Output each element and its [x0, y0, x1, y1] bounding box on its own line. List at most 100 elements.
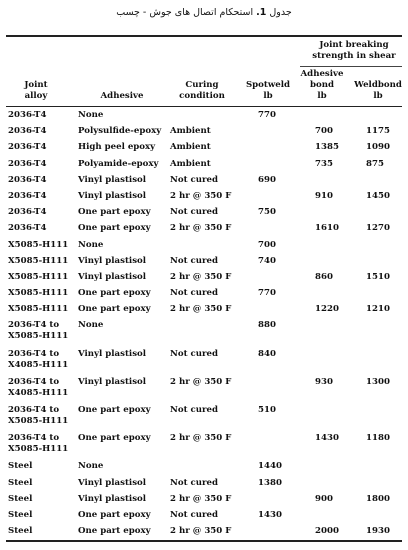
cell-weldbond: 1300: [366, 377, 390, 388]
cell-adhesive: One part epoxy: [78, 433, 151, 444]
table-row: 2036-T4 to X5085-H111 One part epoxy 2 hr @…: [0, 430, 408, 458]
cell-curing: Ambient: [170, 126, 211, 137]
table-row: Steel None 1440: [0, 458, 408, 474]
cell-alloy: 2036-T4 to: [8, 433, 59, 444]
table-row: 2036-T4 to X4085-H111 Vinyl plastisol Not c…: [0, 346, 408, 374]
cell-curing: 2 hr @ 350 F: [170, 191, 231, 202]
cell-alloy: 2036-T4: [8, 159, 46, 170]
cell-curing: Not cured: [170, 207, 218, 218]
cell-curing: 2 hr @ 350 F: [170, 304, 231, 315]
table-row: Steel One part epoxy Not cured 1430: [0, 507, 408, 523]
table-row: X5085-H111 Vinyl plastisol Not cured 740: [0, 253, 408, 269]
cell-adhesive-bond: 860: [315, 272, 333, 283]
header-line: lb: [240, 91, 296, 102]
cell-curing: Not cured: [170, 256, 218, 267]
cell-spotweld: 840: [258, 349, 276, 360]
cell-weldbond: 1450: [366, 191, 390, 202]
group-header-joint-strength: Joint breaking strength in shear: [300, 40, 408, 62]
cell-alloy: X4085-H111: [8, 360, 68, 371]
header-line: alloy: [8, 91, 64, 102]
header-line: lb: [298, 91, 346, 102]
cell-adhesive: Vinyl plastisol: [78, 377, 146, 388]
cell-alloy: X5085-H111: [8, 256, 68, 267]
cell-curing: Not cured: [170, 175, 218, 186]
cell-spotweld: 770: [258, 110, 276, 121]
cell-alloy: X5085-H111: [8, 331, 68, 342]
cell-adhesive-bond: 1220: [315, 304, 339, 315]
cell-adhesive-bond: 930: [315, 377, 333, 388]
cell-adhesive: One part epoxy: [78, 405, 151, 416]
table-row: 2036-T4 Vinyl plastisol Not cured 690: [0, 172, 408, 188]
cell-spotweld: 700: [258, 240, 276, 251]
cell-weldbond: 1090: [366, 142, 390, 153]
table-row: 2036-T4 to X5085-H111 None 880: [0, 317, 408, 345]
header-line: Weldbond: [352, 80, 404, 91]
cell-curing: 2 hr @ 350 F: [170, 272, 231, 283]
cell-weldbond: 1270: [366, 223, 390, 234]
cell-adhesive: None: [78, 110, 103, 121]
cell-spotweld: 510: [258, 405, 276, 416]
cell-adhesive: None: [78, 240, 103, 251]
cell-curing: 2 hr @ 350 F: [170, 223, 231, 234]
group-header-line: strength in shear: [300, 51, 408, 62]
table-row: 2036-T4 Polyamide-epoxy Ambient 735 875: [0, 156, 408, 172]
cell-curing: 2 hr @ 350 F: [170, 433, 231, 444]
cell-alloy: Steel: [8, 494, 32, 505]
table-row: X5085-H111 One part epoxy 2 hr @ 350 F 1220…: [0, 301, 408, 317]
table-bottom-rule: [6, 540, 402, 542]
header-line: Adhesive: [78, 91, 166, 102]
cell-weldbond: 1800: [366, 494, 390, 505]
group-header-underline: [300, 66, 402, 67]
cell-weldbond: 1210: [366, 304, 390, 315]
cell-alloy: X4085-H111: [8, 388, 68, 399]
column-header-spotweld: Spotweld lb: [240, 80, 296, 102]
cell-adhesive: One part epoxy: [78, 288, 151, 299]
cell-adhesive: Vinyl plastisol: [78, 175, 146, 186]
cell-weldbond: 1180: [366, 433, 390, 444]
column-header-adhesive: Adhesive: [78, 91, 166, 102]
cell-adhesive: One part epoxy: [78, 207, 151, 218]
cell-curing: 2 hr @ 350 F: [170, 377, 231, 388]
cell-spotweld: 880: [258, 320, 276, 331]
cell-curing: 2 hr @ 350 F: [170, 494, 231, 505]
table-row: Steel Vinyl plastisol Not cured 1380: [0, 475, 408, 491]
cell-adhesive: Vinyl plastisol: [78, 494, 146, 505]
cell-alloy: Steel: [8, 461, 32, 472]
table-row: 2036-T4 High peel epoxy Ambient 1385 1090: [0, 139, 408, 155]
cell-adhesive: None: [78, 461, 103, 472]
cell-curing: Ambient: [170, 159, 211, 170]
header-line: Adhesive: [298, 69, 346, 80]
cell-alloy: 2036-T4 to: [8, 349, 59, 360]
cell-adhesive-bond: 2000: [315, 526, 339, 537]
column-header-weldbond: Weldbond lb: [352, 80, 404, 102]
cell-spotweld: 1440: [258, 461, 282, 472]
cell-alloy: 2036-T4: [8, 142, 46, 153]
cell-spotweld: 770: [258, 288, 276, 299]
table-row: X5085-H111 One part epoxy Not cured 770: [0, 285, 408, 301]
table-row: 2036-T4 One part epoxy Not cured 750: [0, 204, 408, 220]
table-row: 2036-T4 to X5085-H111 One part epoxy Not cu…: [0, 402, 408, 430]
cell-adhesive: Vinyl plastisol: [78, 272, 146, 283]
cell-alloy: X5085-H111: [8, 272, 68, 283]
cell-alloy: 2036-T4: [8, 191, 46, 202]
column-header-curing: Curing condition: [168, 80, 236, 102]
header-line: bond: [298, 80, 346, 91]
caption-number: 1.: [256, 7, 266, 18]
cell-curing: 2 hr @ 350 F: [170, 526, 231, 537]
cell-adhesive-bond: 735: [315, 159, 333, 170]
cell-curing: Ambient: [170, 142, 211, 153]
cell-adhesive-bond: 1430: [315, 433, 339, 444]
table-row: 2036-T4 Vinyl plastisol 2 hr @ 350 F 910 145…: [0, 188, 408, 204]
cell-adhesive-bond: 900: [315, 494, 333, 505]
cell-curing: Not cured: [170, 349, 218, 360]
cell-adhesive-bond: 910: [315, 191, 333, 202]
cell-adhesive-bond: 1610: [315, 223, 339, 234]
column-header-alloy: Joint alloy: [8, 80, 64, 102]
cell-weldbond: 1930: [366, 526, 390, 537]
table-row: X5085-H111 None 700: [0, 237, 408, 253]
cell-alloy: 2036-T4: [8, 110, 46, 121]
cell-alloy: Steel: [8, 526, 32, 537]
header-line: Curing: [168, 80, 236, 91]
column-header-adhesive-bond: Adhesive bond lb: [298, 69, 346, 102]
caption-text: استحکام اتصال های جوش - چسب: [116, 7, 253, 18]
